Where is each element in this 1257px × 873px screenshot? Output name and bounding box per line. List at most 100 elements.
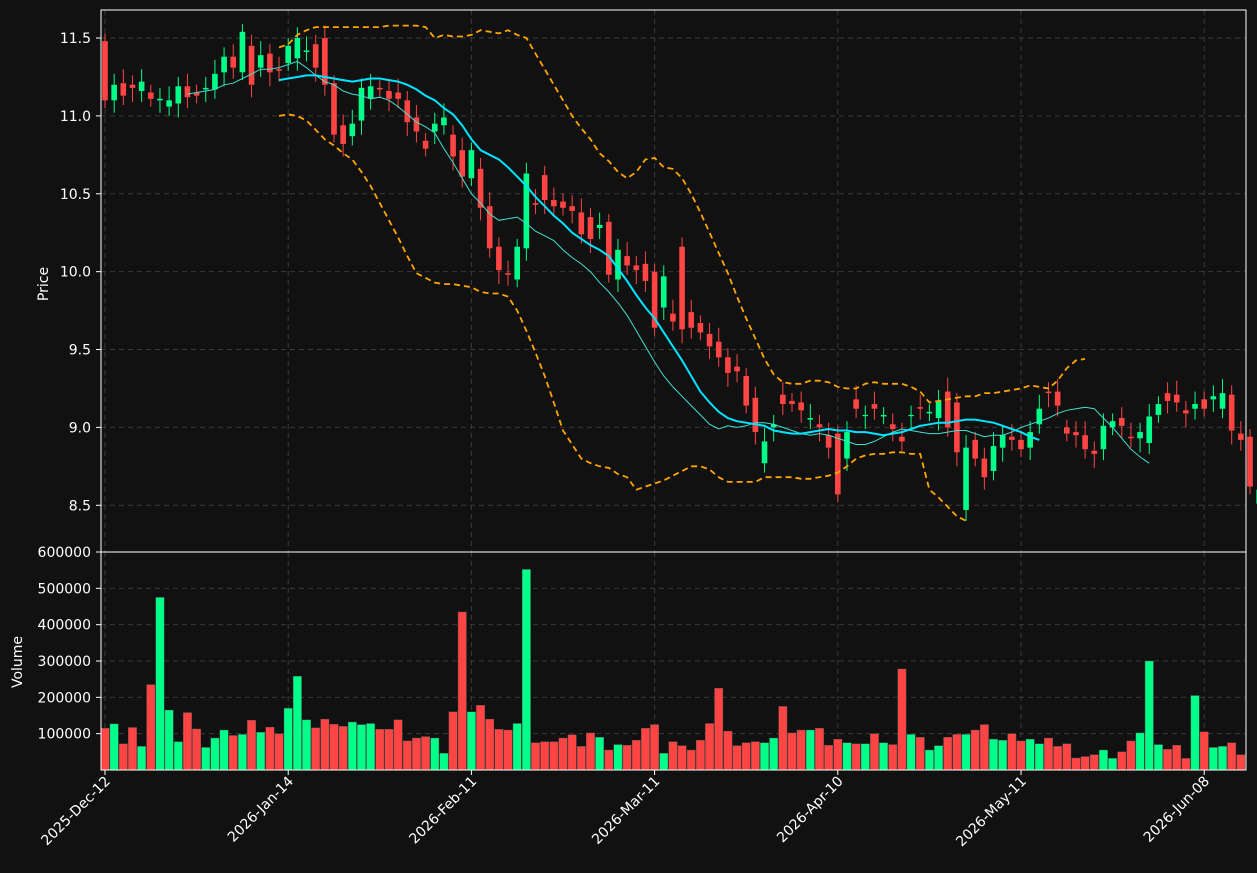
volume-bar	[320, 718, 330, 771]
candle-body	[825, 435, 832, 448]
candle-body	[1146, 416, 1153, 443]
candle-body	[459, 150, 466, 177]
volume-bar	[311, 727, 321, 771]
volume-bar	[714, 688, 724, 771]
volume-bar	[1199, 731, 1209, 771]
volume-bar	[815, 728, 824, 771]
candle-body	[138, 81, 145, 91]
candle-body	[734, 366, 740, 372]
volume-bar	[925, 749, 934, 771]
candle-body	[441, 117, 447, 126]
volume-bar	[622, 745, 632, 771]
volume-bar	[860, 743, 870, 771]
volume-bar	[961, 734, 971, 771]
candle-body	[450, 134, 456, 157]
candle-body	[413, 117, 420, 132]
candle-body	[1091, 450, 1098, 454]
upper-band-line	[278, 24, 1086, 404]
volume-bar	[100, 728, 110, 771]
candle-body	[1100, 425, 1107, 450]
volume-bar	[631, 740, 641, 771]
volume-bar	[347, 721, 357, 771]
candle-body	[770, 424, 777, 428]
volume-bar	[760, 742, 769, 771]
volume-bar	[650, 724, 660, 771]
volume-bar	[448, 711, 458, 771]
volume-bar	[833, 738, 843, 771]
volume-bar	[1089, 754, 1099, 771]
candle-body	[532, 203, 539, 205]
volume-bar	[659, 753, 669, 771]
volume-bar	[567, 734, 577, 771]
volume-bar	[805, 729, 815, 771]
candle-body	[596, 224, 603, 229]
volume-bar	[1181, 758, 1191, 771]
volume-bar	[888, 744, 898, 771]
candle-body	[1173, 394, 1180, 403]
volume-bar	[201, 747, 211, 771]
candle-body	[157, 98, 163, 101]
volume-bar	[879, 742, 889, 771]
candle-body	[1027, 432, 1033, 448]
candle-body	[789, 400, 795, 405]
volume-axis: 100000 200000 300000 400000 500000 600000	[38, 545, 101, 743]
candle-body	[193, 92, 200, 96]
candle-body	[899, 436, 905, 442]
volume-bar	[338, 726, 348, 771]
volume-bar	[164, 709, 174, 771]
candle-body	[743, 376, 749, 406]
volume-bar	[274, 733, 284, 771]
candle-body	[212, 73, 218, 90]
candle-body	[1201, 399, 1207, 409]
volume-tick-label: 100000	[38, 727, 91, 743]
candle-body	[166, 100, 172, 107]
volume-bar	[1163, 749, 1172, 771]
candle-body	[981, 458, 988, 478]
volume-bars	[100, 569, 1246, 771]
volume-bar	[549, 741, 559, 771]
fast-moving-average-line	[187, 60, 1150, 464]
candle-body	[1128, 436, 1134, 439]
candle-body	[651, 271, 658, 328]
candle-body	[1054, 391, 1061, 406]
volume-bar	[1025, 738, 1035, 771]
candle-body	[175, 86, 182, 104]
candle-body	[1009, 436, 1015, 440]
candle-body	[624, 256, 630, 266]
candle-body	[670, 313, 676, 322]
indicator-lines	[187, 24, 1150, 522]
candle-body	[816, 424, 823, 428]
volume-tick-label: 200000	[38, 690, 91, 706]
candle-body	[523, 173, 530, 249]
volume-bar	[357, 724, 366, 771]
volume-bar	[1053, 746, 1063, 771]
candle-body	[1064, 427, 1070, 434]
volume-bar	[1208, 747, 1218, 771]
candle-body	[578, 212, 585, 235]
volume-bar	[586, 732, 595, 771]
volume-bar	[778, 706, 788, 771]
volume-bar	[302, 719, 311, 771]
candle-body	[1228, 394, 1235, 431]
volume-bar	[137, 746, 147, 771]
candle-body	[615, 249, 621, 280]
volume-bar	[677, 745, 687, 771]
candle-body	[1210, 396, 1217, 400]
price-tick-label: 10.5	[60, 187, 91, 203]
volume-bar	[1117, 751, 1127, 771]
candle-body	[349, 123, 356, 137]
candle-body	[715, 341, 722, 358]
candle-body	[111, 84, 117, 101]
candle-body	[395, 92, 401, 99]
volume-bar	[219, 729, 229, 771]
volume-bar	[1034, 743, 1044, 771]
candle-body	[1073, 432, 1079, 436]
volume-bar	[952, 734, 962, 771]
volume-tick-label: 300000	[38, 654, 91, 670]
volume-bar	[979, 724, 989, 771]
volume-bar	[155, 597, 165, 771]
candle-body	[377, 87, 383, 90]
candle-body	[917, 407, 924, 409]
candle-body	[496, 246, 502, 271]
